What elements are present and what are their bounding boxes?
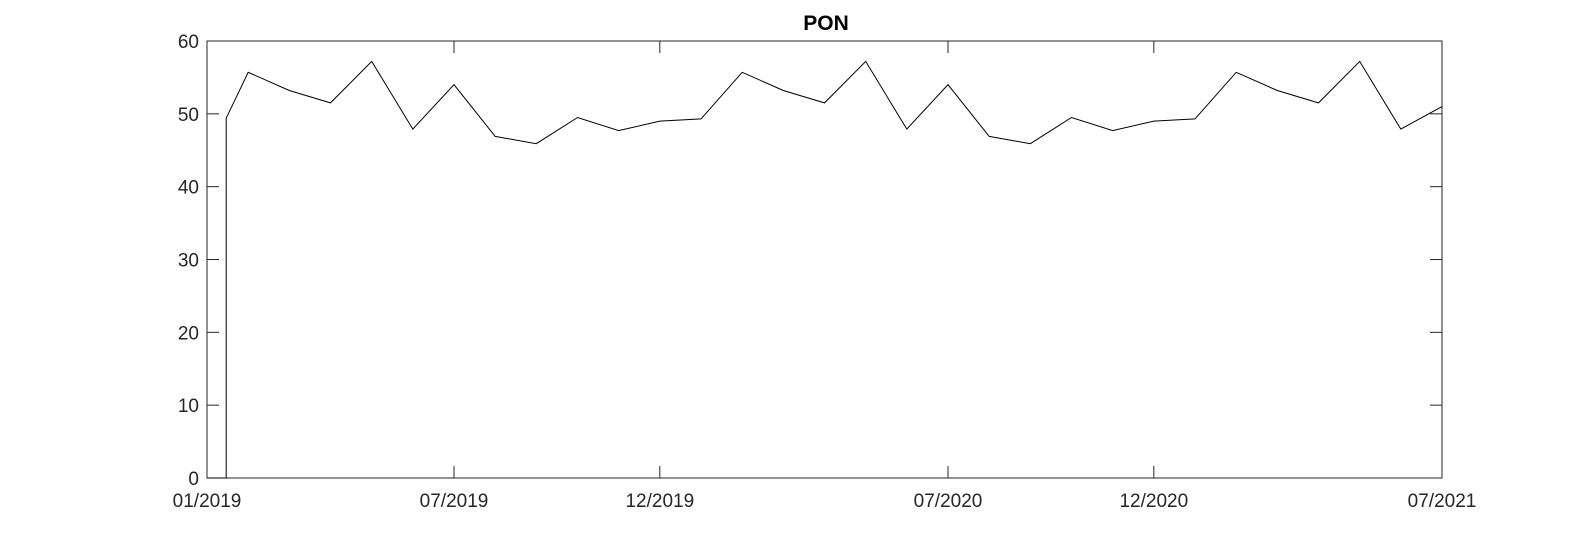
- series-line-0: [207, 60, 1443, 479]
- x-tick-label: 07/2019: [420, 491, 489, 512]
- y-tick-label: 50: [178, 105, 199, 126]
- x-tick-label: 12/2020: [1119, 491, 1188, 512]
- y-tick-label: 40: [178, 178, 199, 199]
- chart-title: PON: [803, 12, 849, 35]
- plot-area: 0 10 20 30 40 50 60 01/2019 07/2019 12/2019 07/202…: [173, 32, 1477, 512]
- y-tick-label: 20: [178, 323, 199, 344]
- x-tick-label: 07/2021: [1408, 491, 1477, 512]
- y-tick-label: 0: [188, 469, 199, 490]
- x-tick-label: 12/2019: [625, 491, 694, 512]
- x-tick-label: 07/2020: [914, 491, 983, 512]
- plot-frame: [206, 40, 1443, 479]
- y-tick-label: 30: [178, 251, 199, 272]
- x-tick-label: 01/2019: [173, 491, 242, 512]
- y-tick-label: 10: [178, 396, 199, 417]
- y-tick-label: 60: [178, 32, 199, 53]
